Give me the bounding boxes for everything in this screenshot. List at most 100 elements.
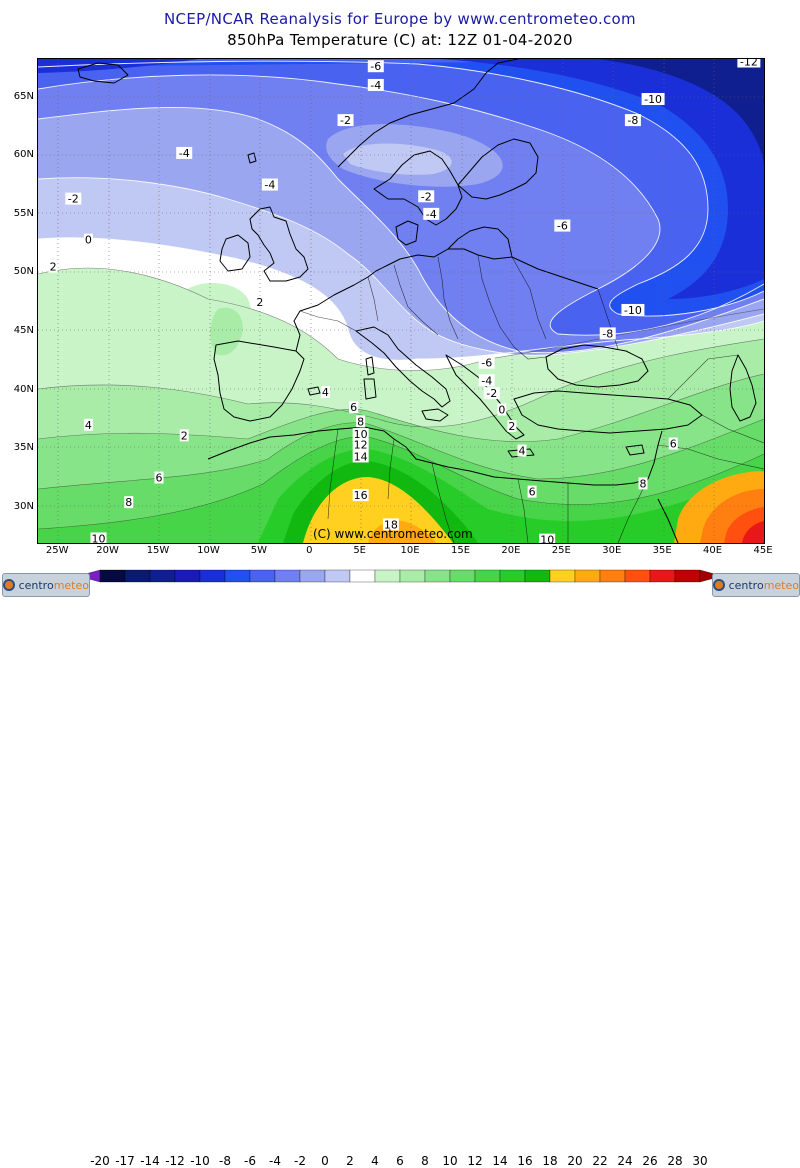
contour-label-bg (352, 428, 369, 441)
lon-label: 15E (450, 545, 471, 556)
colorbar-swatch (174, 569, 201, 583)
logo-left-text-a: centro (18, 578, 54, 592)
contour-label-bg (83, 418, 93, 431)
contour-label: 0 (85, 234, 92, 247)
contour-label: 6 (156, 472, 163, 485)
contour-label: -10 (644, 93, 662, 106)
contour-label-bg (638, 477, 648, 490)
contour-label-bg (478, 356, 495, 369)
contour-label-bg (124, 496, 134, 509)
contour-label: -6 (557, 220, 568, 233)
contour-label-bg (337, 114, 354, 127)
contour-label-bg (176, 146, 193, 159)
contour-label-bg (48, 260, 58, 273)
contour-labels: -12-6-4-10-2 -8-4-4-2 -2-4-6022-10-8-6-4-2… (48, 59, 761, 543)
band-minus8-minus6 (38, 59, 764, 336)
contour-label-bg (352, 438, 369, 451)
lat-label: 55N (13, 207, 34, 219)
lat-label: 45N (13, 325, 34, 337)
band-minus12-minus10 (438, 59, 764, 299)
contour-label-bg (539, 533, 556, 543)
contour-label: 10 (92, 532, 106, 543)
lon-label: 45E (753, 545, 773, 556)
lon-label: 25W (45, 545, 69, 556)
contour-label: 16 (354, 489, 368, 502)
map-canvas: -12-6-4-10-2 -8-4-4-2 -2-4-6022-10-8-6-4-2… (38, 59, 764, 543)
lon-label: 35E (652, 545, 672, 556)
contour-label: -2 (486, 387, 497, 400)
contour-label-bg (261, 178, 278, 191)
colorbar-swatch (574, 569, 601, 583)
coastlines (77, 59, 757, 543)
contour-label: 2 (50, 261, 57, 274)
contour-label: -8 (602, 327, 613, 340)
contour-label-bg (352, 450, 369, 463)
contour-label: -8 (627, 114, 638, 127)
lon-label: 25E (551, 545, 571, 556)
contour-label: -12 (740, 59, 758, 69)
colorbar-swatch (324, 569, 351, 583)
contour-label-bg (179, 429, 189, 442)
contour-label: 8 (125, 496, 132, 509)
colorbar-swatch (274, 569, 301, 583)
contour-label-bg (423, 207, 440, 220)
contour-label-bg (599, 327, 616, 340)
contour-label-bg (737, 59, 761, 68)
temperature-map: -12 -6 -4 -10 -2 -8 -4 -4 -2 -2 -4 -6 0 2 2 -10 -8 -6 -4 -2… (37, 58, 765, 544)
contour-label: 2 (508, 420, 515, 433)
contour-label: -2 (68, 193, 79, 206)
lat-label: 60N (13, 149, 34, 161)
colorbar-swatch (449, 569, 476, 583)
contour-label-bg (356, 415, 366, 428)
contour-label-bg (349, 401, 359, 414)
contour-label-bg (668, 437, 678, 450)
logo-right-text-b: meteo (763, 578, 799, 592)
contour-label: -10 (624, 304, 642, 317)
map-subtitle: 850hPa Temperature (C) at: 12Z 01-04-202… (227, 31, 573, 49)
logo-icon (3, 579, 15, 591)
contour-label-bg (478, 374, 495, 387)
colorbar-swatch (249, 569, 276, 583)
contour-label: 6 (350, 401, 357, 414)
colorbar-label: 30 (692, 1154, 708, 1168)
contour-label-bg (527, 485, 537, 498)
colorbar-swatch (474, 569, 501, 583)
lat-label: 65N (13, 90, 34, 102)
grid (38, 59, 764, 543)
contour-label: 10 (540, 534, 554, 543)
contour-label: -4 (370, 79, 381, 92)
lon-label: 15W (146, 545, 170, 556)
logo-icon (713, 579, 725, 591)
contour-label-bg (90, 532, 107, 543)
contour-label-bg (418, 190, 435, 203)
logo-left: centro meteo (2, 573, 90, 597)
contour-label-bg (554, 219, 571, 232)
contour-label: 2 (256, 296, 263, 309)
colorbar-swatch (99, 569, 126, 583)
colorbar-swatch (124, 569, 151, 583)
contour-label: 4 (519, 445, 526, 458)
contour-label: 6 (670, 438, 677, 451)
contour-label: 4 (322, 386, 329, 399)
contour-label-bg (507, 419, 517, 432)
colorbar-swatch (624, 569, 651, 583)
contour-label: -4 (264, 179, 275, 192)
lon-label: 5W (250, 545, 267, 556)
contour-label-bg (255, 295, 265, 308)
lon-label: 20W (96, 545, 119, 556)
lon-label: 30E (602, 545, 622, 556)
contour-label-bg (83, 233, 93, 246)
lon-label: 40E (703, 545, 723, 556)
lon-label: 20E (501, 545, 521, 556)
logo-left-text-b: meteo (53, 578, 89, 592)
colorbar-swatch (224, 569, 251, 583)
contour-label: 18 (384, 518, 398, 531)
colorbar-swatch (149, 569, 176, 583)
contour-label: 2 (181, 429, 188, 442)
contour-label-bg (624, 114, 641, 127)
colorbar-swatch (524, 569, 551, 583)
contour-label: 10 (354, 428, 368, 441)
colorbar-swatch (599, 569, 626, 583)
contour-label: -6 (370, 60, 381, 73)
colorbar-swatch (674, 569, 701, 583)
